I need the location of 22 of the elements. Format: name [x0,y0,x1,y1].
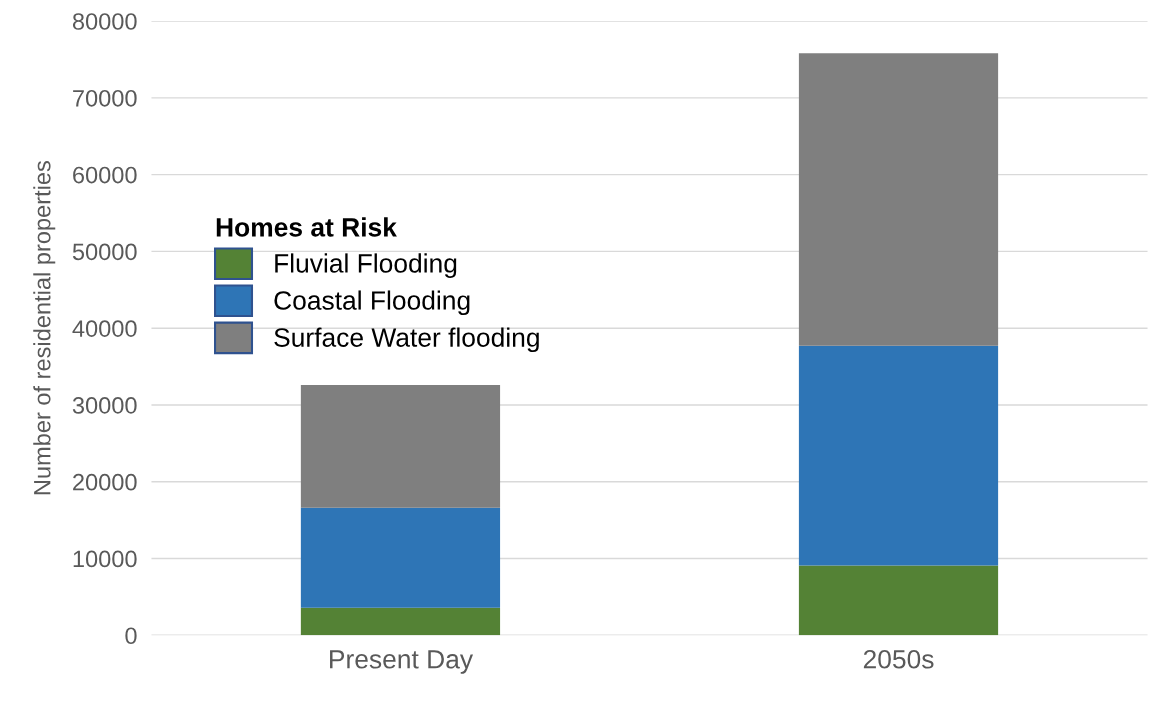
y-tick-label: 20000 [73,473,137,491]
y-tick-label: 70000 [73,89,137,107]
legend-title: Homes at Risk [216,217,397,237]
legend-label: Coastal Flooding [274,290,470,316]
bar [300,607,501,636]
y-tick-label: 10000 [73,550,137,568]
bar [798,53,999,346]
x-tick-label: Present Day [330,650,474,674]
y-tick-label: 60000 [73,166,137,184]
y-tick-label: 30000 [72,397,137,414]
y-tick-label: 40000 [72,320,137,337]
y-axis-title: Number of residential properties [33,161,56,495]
x-tick-label: 2050s [863,649,934,669]
bar [300,507,501,608]
legend-label: Fluvial Flooding [275,253,457,278]
bar [798,345,999,566]
y-tick-label: 50000 [72,243,137,261]
y-tick-label: 80000 [72,13,137,30]
bar [798,565,999,636]
bar [300,385,501,508]
y-tick-label: 0 [125,627,137,645]
legend-label: Surface Water flooding [274,327,539,353]
